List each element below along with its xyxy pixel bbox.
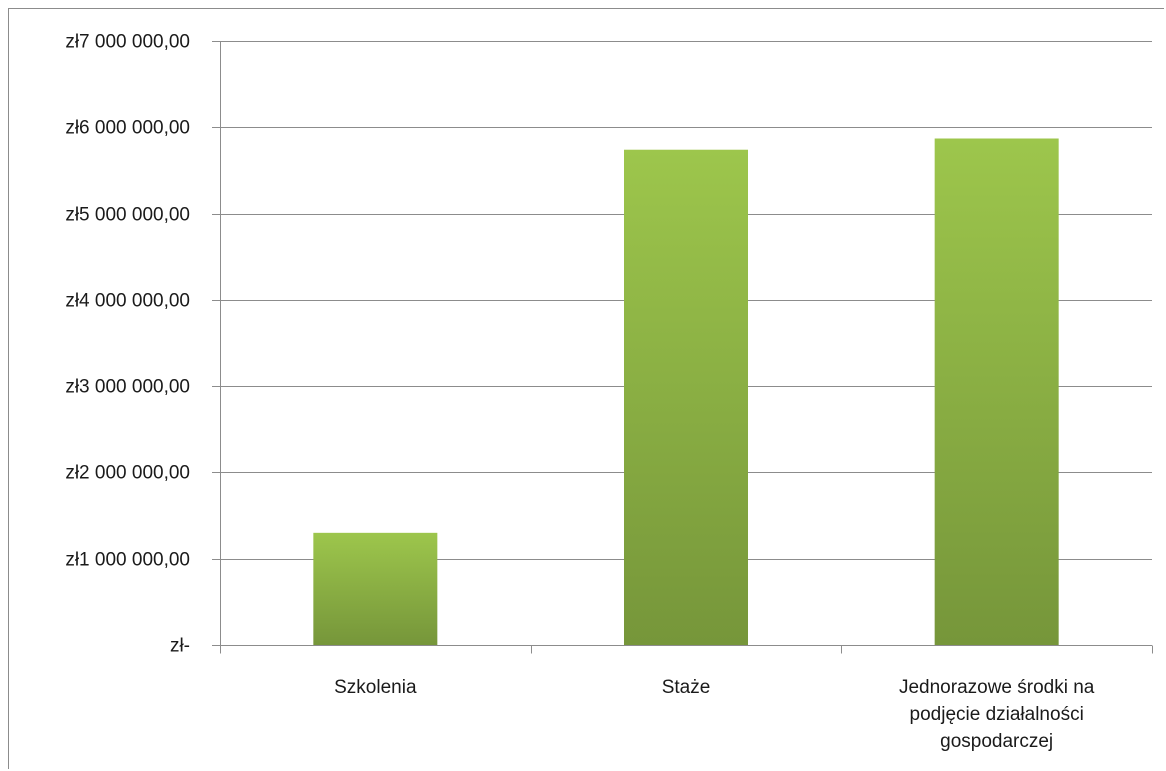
y-tick-label: zł2 000 000,00 — [65, 463, 190, 484]
y-tick-label: zł7 000 000,00 — [65, 32, 190, 53]
bars — [313, 138, 1059, 645]
x-tick-label: Staże — [662, 677, 711, 698]
y-tick-label: zł- — [170, 636, 190, 657]
axes — [212, 41, 1153, 654]
y-tick-label: zł4 000 000,00 — [65, 291, 190, 312]
y-tick-label: zł6 000 000,00 — [65, 118, 190, 139]
x-tick-label-line: gospodarczej — [940, 731, 1053, 752]
bar — [934, 138, 1059, 645]
bar — [624, 149, 748, 645]
y-tick-label: zł3 000 000,00 — [65, 377, 190, 398]
y-tick-label: zł1 000 000,00 — [65, 550, 190, 571]
labels: zł-zł1 000 000,00 zł2 000 000,00 zł3 000 0… — [65, 32, 1094, 753]
x-tick-label-line: Staże — [662, 677, 711, 698]
y-tick-label: zł5 000 000,00 — [65, 205, 190, 226]
x-tick-label-line: Jednorazowe środki na — [899, 677, 1095, 698]
x-tick-label: Jednorazowe środki na podjęcie działalnoś… — [899, 677, 1095, 752]
bar — [313, 532, 438, 645]
x-tick-label-line: podjęcie działalności — [910, 704, 1084, 725]
x-tick-label-line: Szkolenia — [334, 677, 417, 698]
x-tick-label: Szkolenia — [334, 677, 417, 698]
